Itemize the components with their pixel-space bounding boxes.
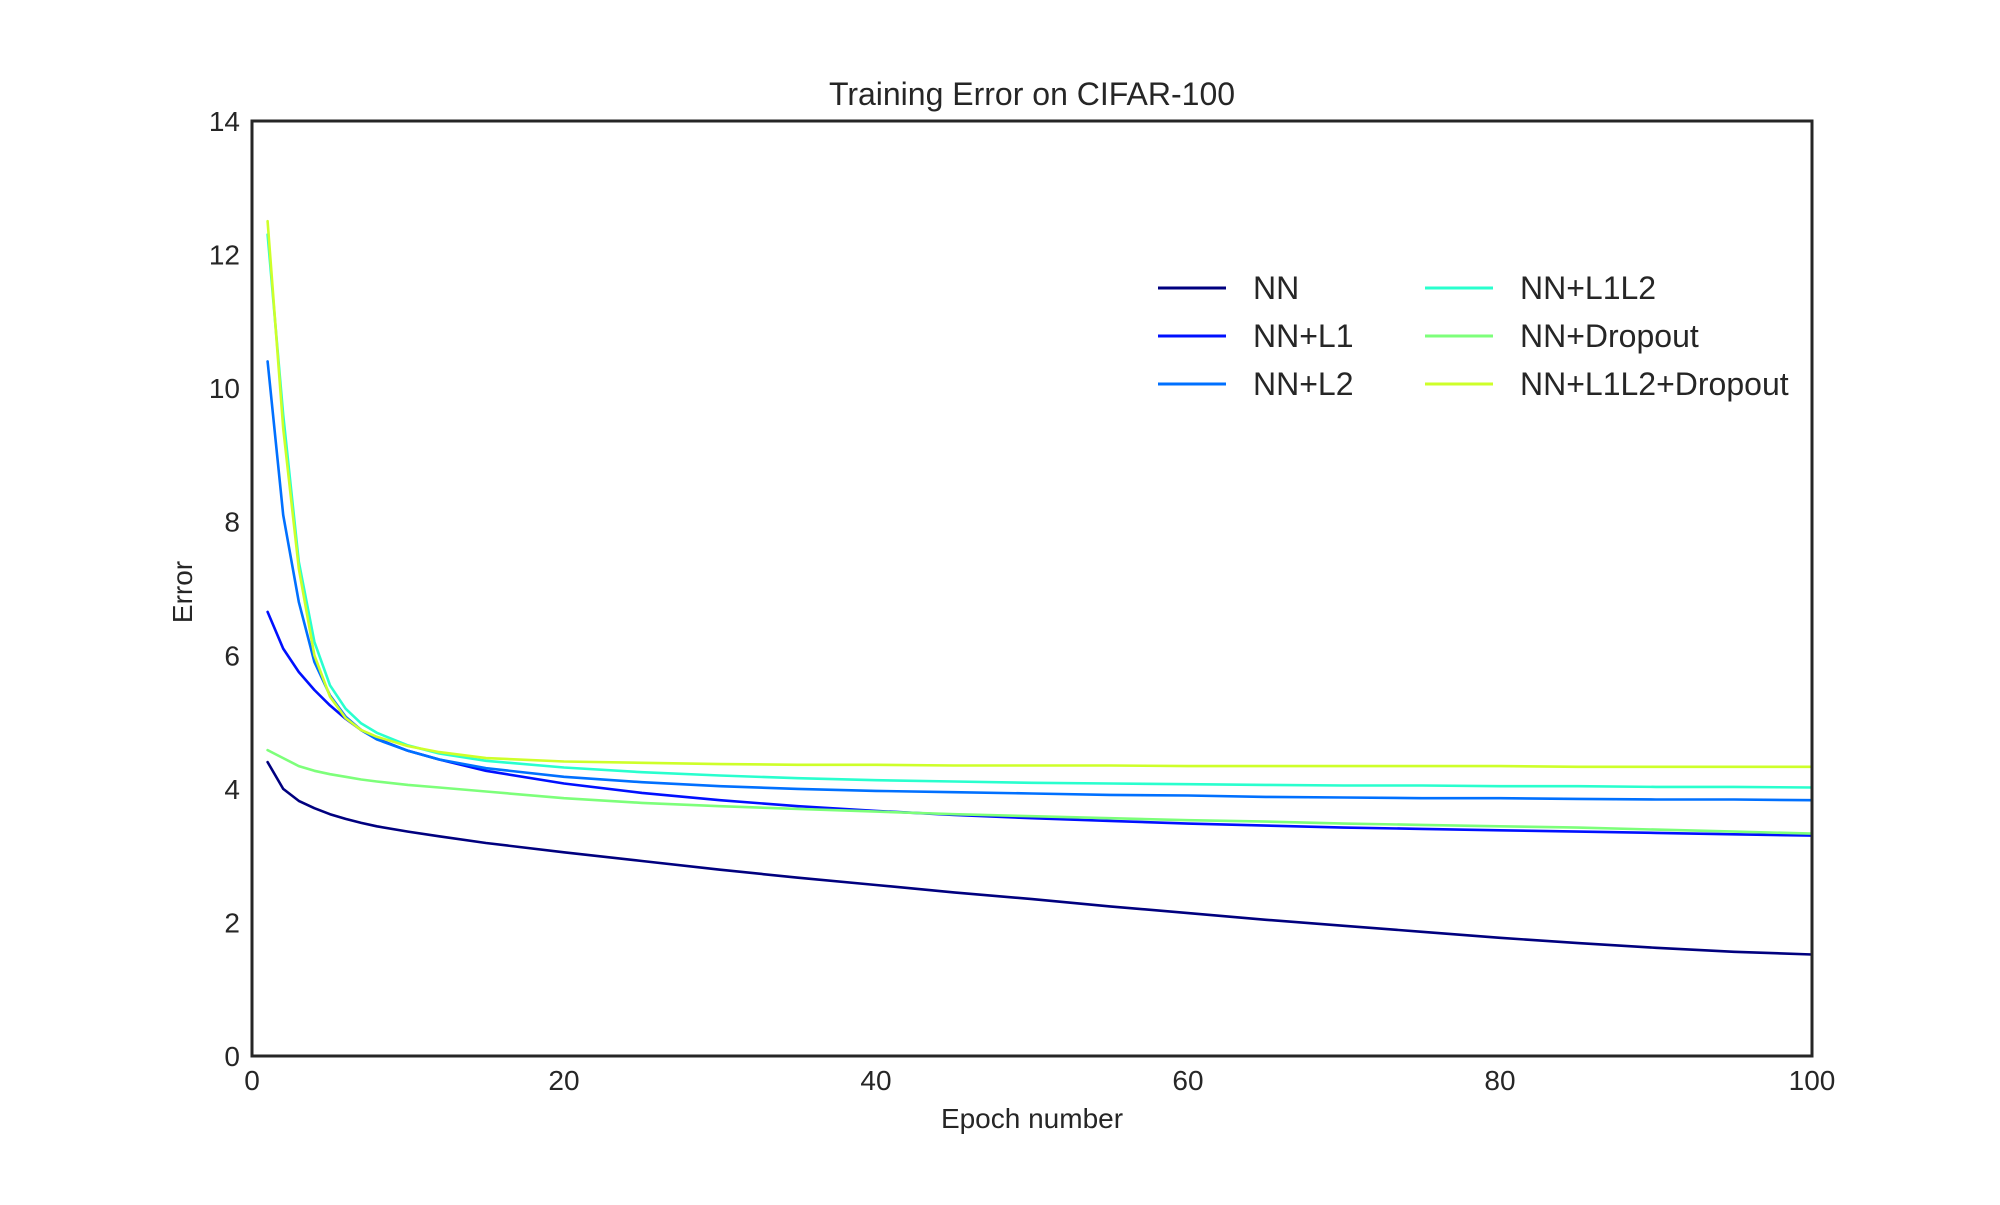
x-tick-label: 80 <box>1484 1065 1515 1096</box>
legend-label: NN+L1 <box>1253 318 1354 354</box>
chart-title: Training Error on CIFAR-100 <box>829 76 1235 112</box>
y-tick-label: 14 <box>209 106 240 137</box>
series-line-nn-dropout <box>266 748 1814 835</box>
y-axis-label: Error <box>167 561 198 623</box>
legend-label: NN+Dropout <box>1520 318 1699 354</box>
x-tick-label: 20 <box>548 1065 579 1096</box>
x-tick-label: 60 <box>1172 1065 1203 1096</box>
legend-item: NN+L1L2+Dropout <box>1425 366 1789 402</box>
series-group <box>266 219 1814 956</box>
series-line-nn-l1l2 <box>266 233 1814 789</box>
x-tick-label: 40 <box>860 1065 891 1096</box>
series-line-nn-l1l2-dropout <box>266 219 1814 769</box>
y-tick-label: 2 <box>224 907 240 938</box>
legend-label: NN+L2 <box>1253 366 1354 402</box>
series-line-nn <box>266 760 1814 956</box>
plot-frame <box>250 119 1814 1058</box>
y-tick-label: 0 <box>224 1041 240 1072</box>
legend-label: NN+L1L2 <box>1520 270 1656 306</box>
y-tick-label: 12 <box>209 240 240 271</box>
x-tick-label: 100 <box>1789 1065 1836 1096</box>
legend-item: NN+L2 <box>1158 366 1354 402</box>
y-tick-label: 4 <box>224 774 240 805</box>
legend-label: NN <box>1253 270 1299 306</box>
legend-item: NN+L1L2 <box>1425 270 1656 306</box>
legend: NN NN+L1 NN+L2 NN+L1L2 NN+Dropout NN+L1L2+Dro… <box>1158 270 1789 402</box>
x-tick-label: 0 <box>244 1065 260 1096</box>
legend-label: NN+L1L2+Dropout <box>1520 366 1789 402</box>
series-line-nn-l1 <box>266 610 1814 837</box>
legend-item: NN+Dropout <box>1425 318 1699 354</box>
axis-ticks: 0 20 40 60 80 100 0 2 4 6 8 10 12 14 <box>209 106 1836 1096</box>
y-tick-label: 6 <box>224 640 240 671</box>
y-tick-label: 10 <box>209 373 240 404</box>
y-tick-label: 8 <box>224 507 240 538</box>
legend-item: NN+L1 <box>1158 318 1354 354</box>
x-axis-label: Epoch number <box>941 1103 1123 1134</box>
legend-item: NN <box>1158 270 1299 306</box>
